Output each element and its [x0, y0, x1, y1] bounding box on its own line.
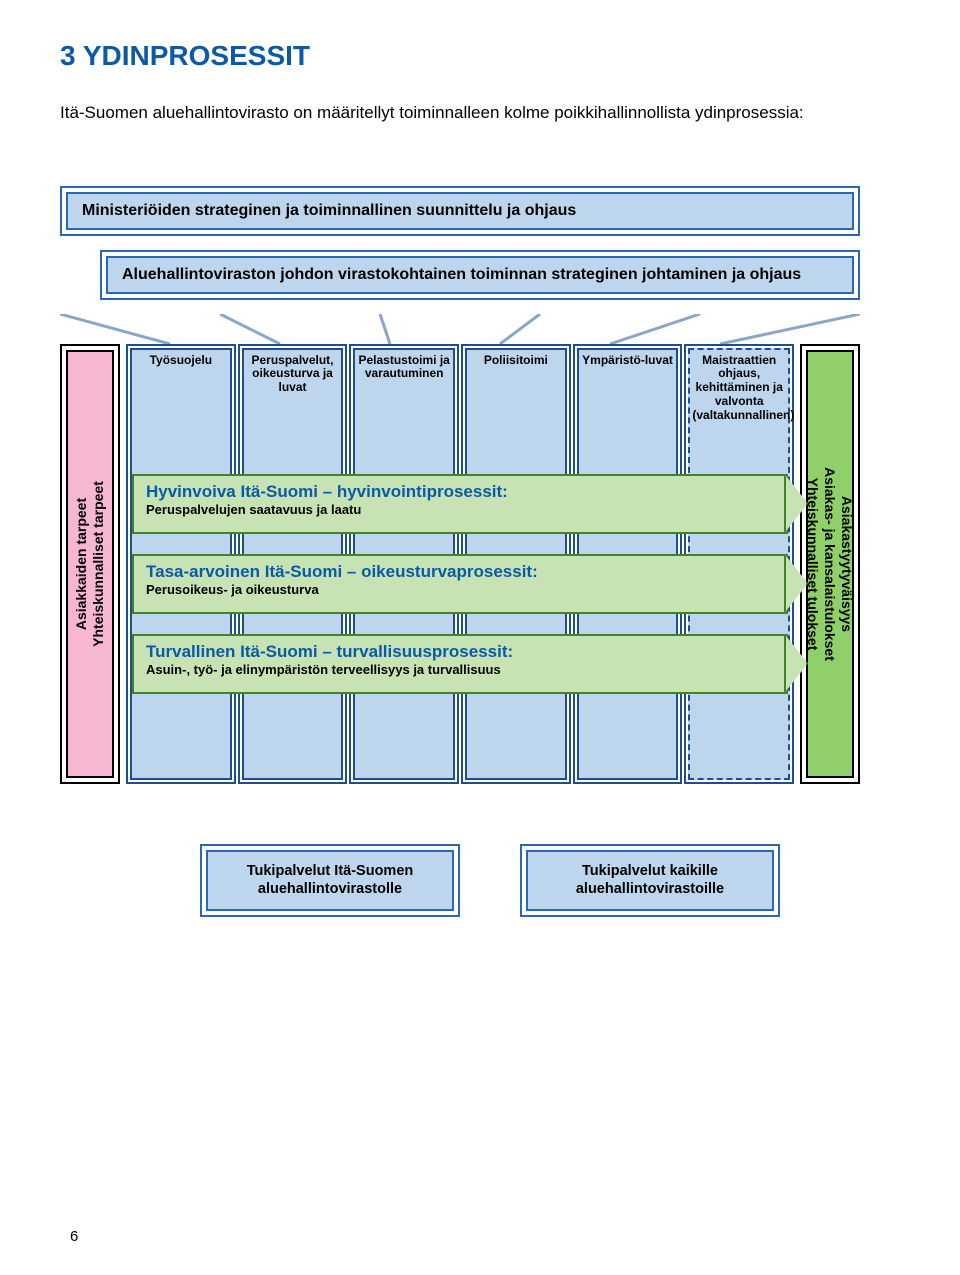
support-2-line1: Tukipalvelut kaikille [582, 863, 718, 879]
page-heading: 3 YDINPROSESSIT [60, 40, 900, 72]
outputs-line-3: Yhteiskunnalliset tulokset [805, 467, 822, 661]
column-label: Poliisitoimi [469, 354, 563, 368]
page-number: 6 [70, 1228, 78, 1245]
process-diagram: Ministeriöiden strateginen ja toiminnall… [60, 186, 860, 918]
strategic-box-1: Ministeriöiden strateginen ja toiminnall… [60, 186, 860, 236]
column-label: Peruspalvelut, oikeusturva ja luvat [246, 354, 340, 395]
support-inner-1: Tukipalvelut Itä-Suomen aluehallintovira… [206, 850, 454, 912]
column-label: Työsuojelu [134, 354, 228, 368]
strategic-box-2-inner: Aluehallintoviraston johdon virastokohta… [106, 256, 854, 294]
column-label: Maistraattien ohjaus, kehittäminen ja va… [692, 354, 786, 423]
strategic-box-2: Aluehallintoviraston johdon virastokohta… [100, 250, 860, 300]
main-row: Asiakkaiden tarpeet Yhteiskunnalliset ta… [60, 344, 860, 784]
column-label: Ympäristö-luvat [581, 354, 675, 368]
support-row: Tukipalvelut Itä-Suomen aluehallintovira… [200, 844, 860, 918]
outputs-box: Asiakastyytyväisyys Asiakas- ja kansalai… [800, 344, 860, 784]
support-1-line2: aluehallintovirastolle [258, 881, 402, 897]
process-subtitle: Perusoikeus- ja oikeusturva [146, 582, 758, 597]
process-arrow-0: Hyvinvoiva Itä-Suomi – hyvinvointiproses… [132, 474, 788, 534]
outputs-box-inner: Asiakastyytyväisyys Asiakas- ja kansalai… [806, 350, 854, 778]
process-arrow-1: Tasa-arvoinen Itä-Suomi – oikeusturvapro… [132, 554, 788, 614]
support-2-line2: aluehallintovirastoille [576, 881, 724, 897]
converge-lines [60, 314, 860, 344]
inputs-text: Asiakkaiden tarpeet Yhteiskunnalliset ta… [73, 481, 107, 647]
outputs-line-1: Asiakastyytyväisyys [838, 467, 855, 661]
process-title: Tasa-arvoinen Itä-Suomi – oikeusturvapro… [146, 562, 758, 582]
process-title: Hyvinvoiva Itä-Suomi – hyvinvointiproses… [146, 482, 758, 502]
support-inner-2: Tukipalvelut kaikille aluehallintovirast… [526, 850, 774, 912]
support-box-2: Tukipalvelut kaikille aluehallintovirast… [520, 844, 780, 918]
process-subtitle: Asuin-, työ- ja elinympäristön terveelli… [146, 662, 758, 677]
inputs-line-1: Asiakkaiden tarpeet [73, 481, 90, 647]
intro-text: Itä-Suomen aluehallintovirasto on määrit… [60, 100, 900, 126]
process-arrow-2: Turvallinen Itä-Suomi – turvallisuuspros… [132, 634, 788, 694]
inputs-line-2: Yhteiskunnalliset tarpeet [90, 481, 107, 647]
process-arrows: Hyvinvoiva Itä-Suomi – hyvinvointiproses… [132, 474, 788, 694]
inputs-box: Asiakkaiden tarpeet Yhteiskunnalliset ta… [60, 344, 120, 784]
inputs-box-inner: Asiakkaiden tarpeet Yhteiskunnalliset ta… [66, 350, 114, 778]
outputs-text: Asiakastyytyväisyys Asiakas- ja kansalai… [805, 467, 855, 661]
support-1-line1: Tukipalvelut Itä-Suomen [247, 863, 414, 879]
process-title: Turvallinen Itä-Suomi – turvallisuuspros… [146, 642, 758, 662]
outputs-line-2: Asiakas- ja kansalaistulokset [822, 467, 839, 661]
column-label: Pelastustoimi ja varautuminen [357, 354, 451, 382]
process-subtitle: Peruspalvelujen saatavuus ja laatu [146, 502, 758, 517]
support-box-1: Tukipalvelut Itä-Suomen aluehallintovira… [200, 844, 460, 918]
center-grid: Työsuojelu Peruspalvelut, oikeusturva ja … [126, 344, 794, 784]
strategic-box-1-inner: Ministeriöiden strateginen ja toiminnall… [66, 192, 854, 230]
